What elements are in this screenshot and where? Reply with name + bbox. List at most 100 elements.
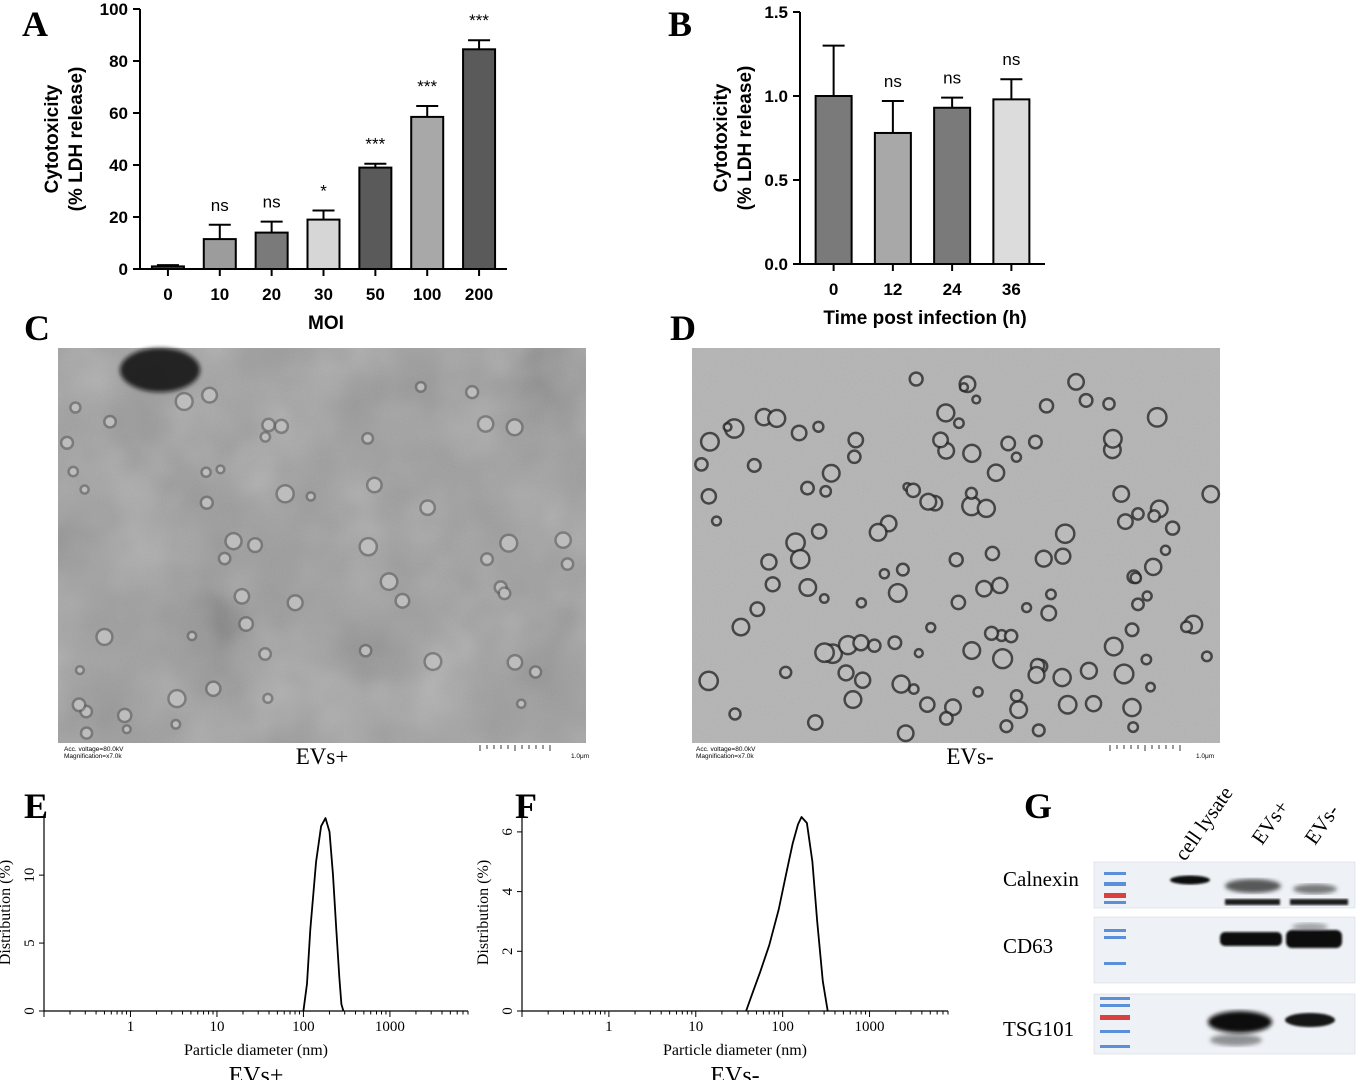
em-particle bbox=[202, 498, 212, 508]
em-particle bbox=[417, 383, 425, 391]
em-particle bbox=[501, 535, 516, 551]
em-particle bbox=[869, 640, 880, 651]
em-particle bbox=[556, 533, 570, 547]
x-tick-label: 100 bbox=[413, 285, 441, 304]
chart-f-size-distribution: 1 10 100 1000 0 2 4 6 Particle diameter (nm) EVs-… bbox=[475, 814, 949, 1080]
blot-strip-cd63 bbox=[1093, 916, 1356, 984]
em-particle bbox=[240, 618, 252, 630]
em-particle bbox=[1082, 664, 1096, 678]
em-particle bbox=[840, 637, 856, 653]
em-particle bbox=[997, 631, 1006, 640]
em-particle bbox=[177, 394, 192, 409]
em-particle bbox=[762, 555, 776, 569]
y-tick-label: 1.5 bbox=[764, 3, 788, 22]
y-tick-label: 20 bbox=[109, 208, 128, 227]
bar bbox=[358, 166, 393, 271]
bar bbox=[992, 98, 1031, 265]
em-particle bbox=[382, 574, 397, 589]
em-particle bbox=[105, 417, 115, 427]
em-particle bbox=[1105, 431, 1121, 447]
em-particle bbox=[1149, 511, 1159, 521]
x-tick-label: 100 bbox=[771, 1019, 794, 1035]
em-image-evs-minus: Acc. voltage=80.0kV Magnification=x7.0k … bbox=[692, 348, 1221, 769]
em-particle bbox=[1147, 684, 1154, 691]
em-particle bbox=[1056, 549, 1070, 563]
em-particle bbox=[713, 517, 720, 525]
em-particle bbox=[277, 486, 293, 502]
blot-strip-tsg101 bbox=[1093, 993, 1356, 1055]
em-info-d-line1: Acc. voltage=80.0kV bbox=[696, 746, 756, 753]
chart-e-size-distribution: 1 10 100 1000 0 5 10 Particle diameter (nm) EVs+… bbox=[0, 814, 469, 1080]
em-particle bbox=[69, 468, 77, 475]
em-particle bbox=[989, 465, 1003, 480]
em-particle bbox=[963, 497, 980, 514]
x-tick-label: 1 bbox=[605, 1019, 613, 1035]
em-particle bbox=[1133, 599, 1143, 609]
em-particle bbox=[1030, 436, 1041, 448]
y-tick-label: 60 bbox=[109, 104, 128, 123]
y-axis-title-line2: (% LDH release) bbox=[66, 67, 87, 212]
em-particle bbox=[479, 417, 493, 431]
em-particle bbox=[1060, 697, 1076, 713]
em-particle bbox=[910, 373, 922, 385]
significance-label: ns bbox=[943, 69, 961, 88]
em-particle bbox=[563, 559, 572, 569]
x-tick-label: 0 bbox=[163, 285, 172, 304]
em-particle bbox=[507, 420, 522, 434]
em-particle bbox=[189, 632, 195, 639]
western-blot: cell lysate EVs+ EVs- Calnexin CD63 TSG1… bbox=[1003, 782, 1356, 1055]
em-particle bbox=[235, 590, 248, 603]
x-tick-label: 0 bbox=[829, 280, 838, 299]
distribution-line bbox=[745, 816, 829, 1012]
y-tick-label: 100 bbox=[100, 0, 128, 19]
y-axis-title-line1: Cytotoxicity bbox=[42, 84, 63, 193]
em-particle bbox=[950, 554, 962, 565]
em-particle bbox=[226, 534, 241, 548]
em-particle bbox=[124, 726, 130, 732]
em-particle bbox=[987, 548, 998, 559]
em-particle bbox=[531, 667, 540, 677]
em-particle bbox=[816, 644, 833, 661]
em-particle bbox=[263, 420, 274, 431]
em-particle bbox=[1119, 515, 1132, 528]
y-tick-label: 0.5 bbox=[764, 171, 788, 190]
x-tick-label: 10 bbox=[210, 285, 229, 304]
em-particle bbox=[854, 636, 868, 649]
em-info-c-line1: Acc. voltage=80.0kV bbox=[64, 746, 124, 753]
em-particle bbox=[82, 728, 91, 738]
em-particle bbox=[767, 578, 779, 591]
em-particle bbox=[751, 603, 763, 615]
em-particle bbox=[1106, 638, 1122, 655]
significance-label: ns bbox=[1002, 50, 1020, 69]
em-particle bbox=[396, 595, 408, 607]
em-caption-c: EVs+ bbox=[296, 744, 349, 769]
em-particle bbox=[889, 637, 900, 648]
em-particle bbox=[1142, 656, 1150, 664]
row-label-calnexin: Calnexin bbox=[1003, 867, 1079, 891]
y-axis-title: Distribution (%) bbox=[0, 860, 14, 965]
em-particle bbox=[97, 630, 112, 644]
x-tick-label: 12 bbox=[883, 280, 902, 299]
em-particle bbox=[1133, 509, 1143, 519]
em-particle bbox=[81, 486, 88, 493]
x-tick-label: 10 bbox=[209, 1019, 224, 1035]
em-particle bbox=[1037, 552, 1051, 566]
panel-label-g: G bbox=[1024, 786, 1052, 826]
bar bbox=[202, 238, 237, 271]
em-caption-d: EVs- bbox=[946, 744, 993, 769]
em-particle bbox=[261, 433, 269, 441]
em-particle bbox=[1041, 400, 1052, 412]
bar bbox=[254, 231, 289, 271]
lane-label-cell-lysate: cell lysate bbox=[1169, 782, 1237, 865]
panel-label-d: D bbox=[670, 308, 696, 348]
y-tick-label: 0.0 bbox=[764, 255, 788, 274]
em-particle bbox=[899, 726, 913, 740]
em-particle bbox=[802, 483, 813, 494]
em-particle bbox=[910, 685, 918, 693]
em-particle bbox=[792, 551, 809, 568]
em-particle bbox=[169, 691, 185, 706]
em-particle bbox=[934, 433, 947, 446]
significance-label: *** bbox=[365, 135, 385, 154]
em-particle bbox=[1047, 590, 1055, 598]
